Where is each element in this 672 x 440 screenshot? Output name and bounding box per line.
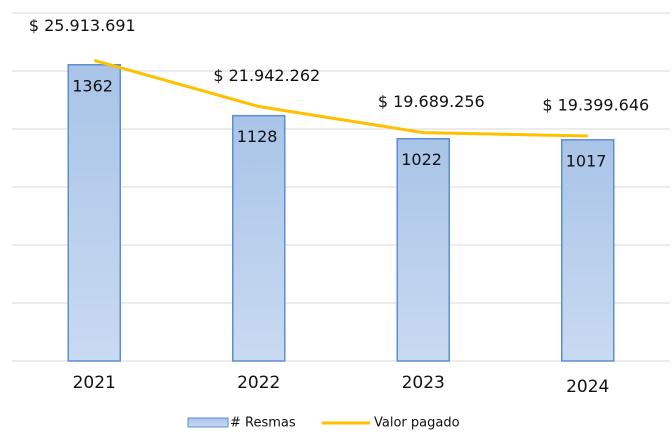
x-tick-label: 2022 (237, 373, 280, 393)
line (93, 58, 588, 138)
legend-swatch (187, 417, 229, 428)
legend-label: Valor pagado (374, 416, 460, 431)
bar-value-label: 1022 (401, 150, 442, 169)
x-tick-label: 2023 (402, 373, 445, 393)
bar-value-label: 1128 (237, 127, 278, 146)
bar (561, 139, 615, 362)
x-tick-label: 2024 (566, 377, 609, 397)
bar (67, 64, 121, 362)
legend-label: # Resmas (230, 416, 296, 431)
bar (396, 137, 450, 362)
line-value-label: $ 25.913.691 (29, 16, 136, 35)
x-tick-label: 2021 (73, 373, 116, 393)
bar-value-label: 1362 (72, 76, 113, 95)
line-value-label: $ 19.399.646 (542, 95, 649, 114)
bar-value-label: 1017 (566, 151, 607, 170)
line-value-label: $ 21.942.262 (213, 66, 320, 85)
line-value-label: $ 19.689.256 (378, 92, 485, 111)
bar (232, 114, 286, 362)
